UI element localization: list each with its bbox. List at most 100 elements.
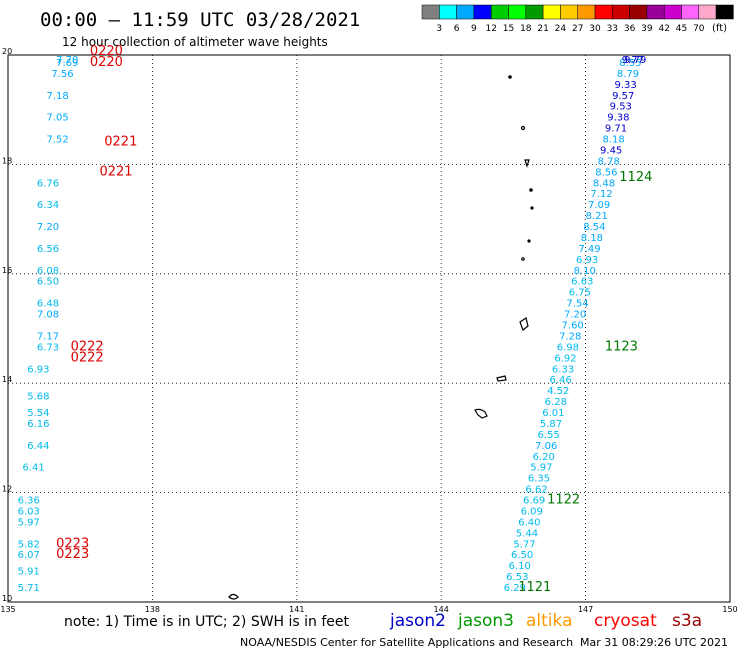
pass-label-red: 0222	[71, 339, 104, 354]
wave-height-label: 7.06	[535, 441, 557, 452]
wave-height-label: 7.56	[51, 69, 73, 80]
wave-height-label: 9.45	[600, 145, 622, 156]
wave-height-label: 6.75	[569, 288, 591, 299]
wave-height-label: 6.73	[37, 342, 59, 353]
colorbar-swatch	[473, 4, 492, 20]
wave-height-label: 6.76	[37, 178, 59, 189]
wave-height-label: 5.44	[516, 528, 538, 539]
wave-height-label: 7.54	[566, 299, 588, 310]
wave-height-label: 7.60	[562, 321, 584, 332]
pass-label-red: 0221	[104, 134, 137, 149]
colorbar-swatch	[594, 4, 613, 20]
wave-height-label: 5.91	[18, 567, 40, 578]
legend-entry: s3a	[672, 611, 702, 631]
grid	[8, 55, 730, 602]
wave-height-label: 6.98	[557, 342, 579, 353]
wave-height-label: 6.93	[27, 364, 49, 375]
colorbar-swatch	[508, 4, 527, 20]
page-subtitle: 12 hour collection of altimeter wave hei…	[62, 35, 328, 49]
legend-entry: jason2	[389, 611, 446, 631]
wave-height-label: 6.40	[518, 517, 540, 528]
footer-note: note: 1) Time is in UTC; 2) SWH is in fe…	[64, 614, 350, 630]
wave-height-label: 7.12	[590, 189, 612, 200]
pass-label-green: 1122	[547, 493, 580, 508]
colorbar-label: 39	[641, 24, 653, 34]
wave-height-label: 8.10	[574, 266, 596, 277]
plot-frame	[7, 54, 731, 603]
wave-height-label: 6.16	[27, 419, 49, 430]
wave-height-label: 5.77	[513, 539, 535, 550]
wave-height-label: 6.92	[554, 353, 576, 364]
colorbar-label: 70	[693, 24, 705, 34]
pass-label-red: 0220	[90, 55, 123, 70]
colorbar-swatch	[629, 4, 648, 20]
colorbar-label: 42	[658, 24, 669, 34]
x-tick-label: 147	[578, 605, 593, 614]
footer-stamp: Mar 31 08:29:26 UTC 2021	[580, 636, 728, 649]
wave-height-label: 6.55	[537, 430, 559, 441]
wave-height-label: 6.03	[18, 506, 40, 517]
wave-height-label: 6.07	[18, 550, 40, 561]
wave-height-label: 9.57	[612, 91, 634, 102]
wave-height-label: 6.46	[550, 375, 572, 386]
wave-height-label: 9.33	[614, 80, 636, 91]
wave-height-label: 7.18	[47, 91, 69, 102]
wave-height-label: 9.71	[605, 124, 627, 135]
wave-height-label: 7.17	[37, 331, 59, 342]
wave-height-label: 6.63	[571, 277, 593, 288]
wave-height-label: 7.52	[47, 135, 69, 146]
wave-height-label: 7.28	[559, 331, 581, 342]
wave-height-label: 5.97	[18, 517, 40, 528]
wave-height-label: 7.09	[588, 200, 610, 211]
wave-height-label: 6.44	[27, 441, 49, 452]
wave-height-label: 7.69	[56, 58, 78, 69]
wave-height-label: 6.41	[22, 463, 44, 474]
wave-height-label: 8.18	[602, 135, 624, 146]
colorbar-label: 36	[624, 24, 636, 34]
pass-label-green: 1121	[518, 580, 551, 595]
colorbar-label: 27	[572, 24, 583, 34]
wave-height-label: 6.36	[18, 496, 40, 507]
y-tick-label: 16	[2, 266, 12, 275]
colorbar-label: 24	[555, 24, 567, 34]
wave-height-label: 6.29	[504, 583, 526, 594]
wave-height-label: 6.34	[37, 200, 59, 211]
wave-height-label: 5.87	[540, 419, 562, 430]
pass-label-red: 0223	[56, 547, 89, 562]
page-title: 00:00 – 11:59 UTC 03/28/2021	[40, 9, 360, 31]
x-tick-label: 144	[434, 605, 449, 614]
colorbar-swatch	[525, 4, 544, 20]
wave-height-label: 6.50	[37, 277, 59, 288]
wave-height-label: 5.54	[27, 408, 49, 419]
land-outlines	[228, 75, 534, 600]
wave-height-label: 6.09	[521, 506, 543, 517]
x-tick-label: 141	[289, 605, 304, 614]
wave-height-label: 8.18	[581, 233, 603, 244]
colorbar-swatch	[439, 4, 457, 20]
wave-height-label: 9.79	[624, 55, 646, 66]
wave-height-label: 9.77	[622, 55, 644, 66]
wave-height-label: 9.38	[607, 113, 629, 124]
wave-height-label: 7.05	[47, 113, 69, 124]
colorbar-label: 6	[454, 24, 460, 34]
colorbar-swatch	[612, 4, 630, 20]
wave-height-label: 6.50	[511, 550, 533, 561]
wave-height-label: 6.53	[506, 572, 528, 583]
y-tick-label: 20	[2, 47, 12, 56]
colorbar-label: 21	[537, 24, 548, 34]
wave-height-label: 5.97	[530, 463, 552, 474]
colorbar-swatch	[490, 4, 509, 20]
y-tick-label: 12	[2, 485, 12, 494]
colorbar-label: 15	[503, 24, 514, 34]
y-tick-label: 18	[2, 156, 12, 165]
colorbar-swatch	[663, 4, 682, 20]
wave-height-label: 7.49	[578, 244, 600, 255]
x-tick-label: 150	[722, 605, 737, 614]
wave-height-label: 8.55	[619, 58, 641, 69]
pass-label-red: 0221	[99, 164, 132, 179]
wave-height-label: 6.93	[576, 255, 598, 266]
wave-height-label: 6.69	[523, 496, 545, 507]
colorbar-label: 9	[471, 24, 477, 34]
